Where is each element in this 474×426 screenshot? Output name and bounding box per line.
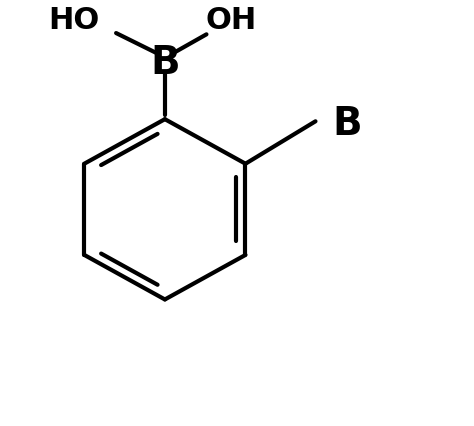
Text: B: B xyxy=(150,44,180,82)
Text: OH: OH xyxy=(205,6,256,35)
Text: HO: HO xyxy=(48,6,99,35)
Text: B: B xyxy=(332,104,362,142)
